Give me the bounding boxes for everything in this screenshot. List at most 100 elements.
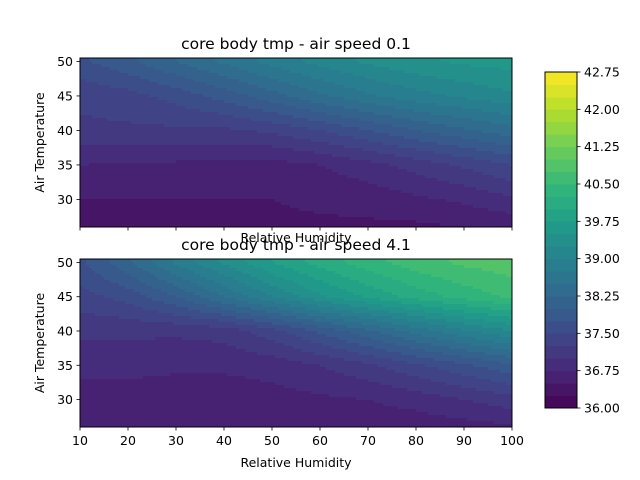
contour-cell [116, 88, 120, 92]
contour-cell [80, 112, 84, 116]
contour-cell [194, 70, 198, 74]
contour-cell [110, 106, 114, 110]
contour-cell [251, 112, 255, 116]
contour-cell [428, 121, 432, 125]
contour-cell [506, 151, 510, 155]
contour-cell [143, 61, 147, 65]
contour-cell [278, 100, 282, 104]
contour-cell [404, 61, 408, 65]
contour-cell [431, 94, 435, 98]
contour-cell [311, 154, 315, 158]
contour-cell [311, 160, 315, 164]
contour-cell [506, 133, 510, 137]
contour-cell [308, 160, 312, 164]
contour-cell [215, 82, 219, 86]
contour-cell [275, 115, 279, 119]
contour-cell [254, 154, 258, 158]
contour-cell [401, 100, 405, 104]
contour-cell [386, 91, 390, 95]
contour-cell [308, 91, 312, 95]
contour-cell [104, 118, 108, 122]
contour-cell [383, 76, 387, 80]
contour-cell [359, 91, 363, 95]
contour-cell [377, 106, 381, 110]
contour-cell [467, 118, 471, 122]
contour-cell [155, 106, 159, 110]
contour-cell [275, 109, 279, 113]
contour-cell [98, 97, 102, 101]
contour-cell [320, 115, 324, 119]
contour-cell [107, 67, 111, 71]
contour-cell [197, 82, 201, 86]
contour-cell [230, 112, 234, 116]
contour-cell [251, 70, 255, 74]
contour-cell [185, 145, 189, 149]
contour-cell [428, 142, 432, 146]
contour-cell [206, 82, 210, 86]
contour-cell [101, 73, 105, 77]
contour-cell [299, 142, 303, 146]
contour-cell [179, 103, 183, 107]
contour-cell [179, 151, 183, 155]
contour-cell [116, 82, 120, 86]
contour-cell [224, 145, 228, 149]
contour-cell [257, 103, 261, 107]
contour-cell [200, 112, 204, 116]
contour-cell [224, 85, 228, 89]
contour-cell [167, 64, 171, 68]
contour-cell [224, 127, 228, 131]
contour-cell [116, 139, 120, 143]
contour-cell [332, 88, 336, 92]
contour-cell [290, 142, 294, 146]
contour-cell [305, 121, 309, 125]
contour-cell [86, 142, 90, 146]
contour-cell [296, 88, 300, 92]
contour-cell [98, 127, 102, 131]
contour-cell [440, 157, 444, 161]
contour-cell [281, 97, 285, 101]
contour-cell [83, 67, 87, 71]
contour-cell [167, 154, 171, 158]
contour-cell [335, 145, 339, 149]
contour-cell [398, 133, 402, 137]
contour-cell [110, 139, 114, 143]
contour-cell [272, 124, 276, 128]
contour-cell [107, 148, 111, 152]
contour-cell [500, 97, 504, 101]
contour-cell [422, 151, 426, 155]
contour-cell [350, 76, 354, 80]
contour-cell [338, 124, 342, 128]
contour-cell [461, 58, 465, 62]
contour-cell [104, 103, 108, 107]
contour-cell [482, 73, 486, 77]
contour-cell [92, 148, 96, 152]
contour-cell [485, 151, 489, 155]
contour-cell [425, 145, 429, 149]
contour-cell [314, 79, 318, 83]
contour-cell [200, 64, 204, 68]
contour-cell [446, 106, 450, 110]
contour-cell [197, 148, 201, 152]
contour-cell [485, 154, 489, 158]
contour-cell [326, 112, 330, 116]
contour-cell [410, 97, 414, 101]
contour-cell [263, 94, 267, 98]
contour-cell [269, 103, 273, 107]
contour-cell [170, 124, 174, 128]
contour-cell [158, 148, 162, 152]
contour-cell [335, 130, 339, 134]
contour-cell [371, 91, 375, 95]
contour-cell [224, 136, 228, 140]
contour-cell [476, 136, 480, 140]
contour-cell [215, 79, 219, 83]
contour-cell [326, 115, 330, 119]
contour-cell [368, 157, 372, 161]
contour-cell [458, 142, 462, 146]
contour-cell [257, 109, 261, 113]
contour-cell [215, 88, 219, 92]
contour-cell [125, 106, 129, 110]
contour-cell [320, 64, 324, 68]
contour-cell [380, 85, 384, 89]
contour-cell [338, 106, 342, 110]
contour-cell [296, 133, 300, 137]
